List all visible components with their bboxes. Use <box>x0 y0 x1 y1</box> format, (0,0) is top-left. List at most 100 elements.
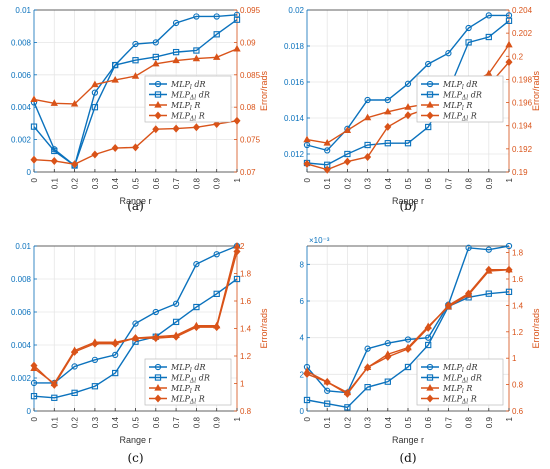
marker-diamond <box>50 380 58 389</box>
marker-square <box>154 91 162 98</box>
marker-square <box>132 57 139 64</box>
marker-diamond <box>192 323 200 332</box>
marker-diamond <box>152 125 160 134</box>
legend-label: MLPΔl R <box>442 112 477 123</box>
y-tick-label-left: 0.002 <box>11 136 32 145</box>
marker-square <box>193 303 200 311</box>
y-tick-label-right: 0.08 <box>240 103 256 112</box>
y-tick-label-left: 0.01 <box>15 242 31 251</box>
marker-diamond <box>154 111 162 120</box>
marker-circle <box>152 308 159 316</box>
marker-diamond <box>404 111 412 120</box>
marker-diamond <box>131 334 140 343</box>
marker-circle <box>384 340 391 347</box>
series-line <box>306 14 509 152</box>
x-tick-label: 0.2 <box>343 177 352 189</box>
marker-triangle <box>363 113 372 121</box>
legend-label: MLPΔl R <box>442 395 477 406</box>
marker-circle <box>384 96 391 104</box>
legend-label: MLPΔl R <box>170 395 205 406</box>
y-tick-label-right: 1.6 <box>240 297 252 306</box>
y-tick-label-left: 2 <box>300 370 305 379</box>
marker-square <box>172 48 180 56</box>
x-tick-label: 0.7 <box>172 177 181 189</box>
y-tick-label-right: 0.2 <box>512 52 524 61</box>
x-tick-label: 0.3 <box>364 416 373 428</box>
x-tick-label: 0.1 <box>50 416 59 428</box>
marker-square <box>213 290 220 297</box>
series-4 <box>30 247 241 389</box>
x-axis-label: Range r <box>119 196 151 206</box>
marker-circle <box>465 244 472 251</box>
x-tick-label: 0 <box>30 416 39 421</box>
y-tick-label-left: 0.02 <box>288 6 304 15</box>
marker-circle <box>30 379 38 387</box>
marker-triangle <box>131 72 140 79</box>
marker-diamond <box>111 144 119 153</box>
marker-circle <box>324 387 331 394</box>
marker-square <box>425 123 432 131</box>
marker-square <box>404 363 412 371</box>
marker-diamond <box>505 58 513 67</box>
marker-triangle <box>384 107 392 115</box>
marker-circle <box>193 260 200 268</box>
y-tick-label-right: 1.6 <box>512 275 524 284</box>
x-tick-label: 0.1 <box>50 177 59 189</box>
y-tick-label-right: 1 <box>240 380 245 389</box>
marker-square <box>485 33 492 41</box>
marker-circle <box>132 320 139 327</box>
marker-square <box>344 404 351 411</box>
x-tick-label: 0.1 <box>323 177 332 189</box>
x-tick-label: 0.4 <box>384 177 393 189</box>
series-3 <box>30 44 241 107</box>
series-2 <box>30 16 241 169</box>
legend-label: MLPΔl dR <box>442 91 482 102</box>
marker-circle <box>485 246 492 253</box>
marker-circle <box>213 251 220 258</box>
marker-circle <box>172 300 180 307</box>
x-tick-label: 0 <box>303 416 312 421</box>
marker-diamond <box>131 143 140 152</box>
marker-diamond <box>426 394 434 403</box>
marker-triangle <box>323 139 331 146</box>
y-tick-label-left: 0.01 <box>15 6 31 15</box>
marker-circle <box>404 336 412 343</box>
y-tick-label-right: 1.8 <box>512 249 524 258</box>
x-tick-label: 0.5 <box>132 177 141 189</box>
x-tick-label: 0.8 <box>465 416 474 428</box>
marker-circle <box>303 141 311 149</box>
y-tick-label-right: 0.8 <box>240 407 252 416</box>
y-tick-label-right: 0.202 <box>512 29 533 38</box>
marker-diamond <box>30 361 38 370</box>
y-tick-label-left: 0.004 <box>11 341 32 350</box>
y-tick-label-left: 0.008 <box>11 275 32 284</box>
marker-triangle <box>154 100 162 108</box>
marker-circle <box>112 351 119 359</box>
marker-diamond <box>426 111 434 120</box>
marker-square <box>154 374 162 381</box>
marker-square <box>426 374 434 381</box>
y-tick-label-right: 1.4 <box>240 325 252 334</box>
marker-diamond <box>172 332 180 341</box>
x-tick-label: 0.4 <box>111 177 120 189</box>
marker-circle <box>505 242 513 250</box>
marker-square <box>364 384 371 391</box>
marker-diamond <box>343 389 351 398</box>
marker-square <box>91 383 99 390</box>
marker-triangle <box>233 44 241 52</box>
marker-diamond <box>91 150 99 159</box>
y-tick-label-right: 1.8 <box>240 270 252 279</box>
marker-circle <box>71 363 78 370</box>
marker-triangle <box>50 99 58 106</box>
marker-circle <box>364 345 371 352</box>
chart-panel-c: 0 0.1 0.2 0.3 0.4 0.5 0.6 0.7 0.8 0.9 1 0 0.002 0.004… <box>11 241 269 465</box>
marker-diamond <box>444 301 452 310</box>
x-tick-label: 0.8 <box>192 416 201 428</box>
marker-triangle <box>505 40 513 48</box>
y-tick-label-right: 0.09 <box>240 38 256 47</box>
y-tick-label-left: 4 <box>300 334 305 343</box>
y-tick-label-right: 1.2 <box>512 328 524 337</box>
series-line <box>306 291 510 409</box>
